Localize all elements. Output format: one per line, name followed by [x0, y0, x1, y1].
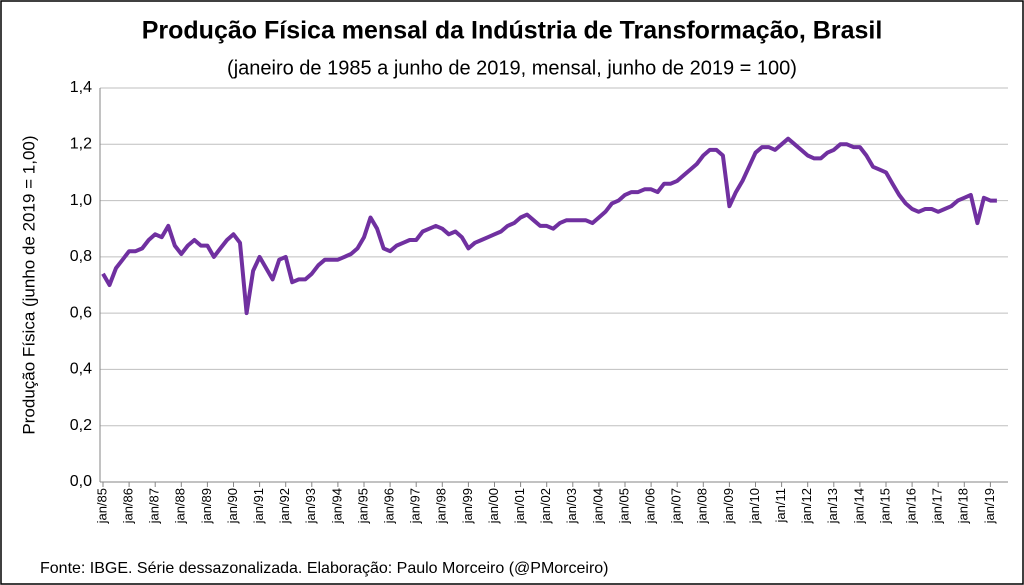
x-tick-label: jan/90: [225, 488, 240, 524]
x-tick-label: jan/12: [799, 488, 814, 524]
x-tick-label: jan/15: [877, 488, 892, 524]
x-tick-label: jan/06: [643, 488, 658, 524]
x-tick-label: jan/95: [355, 488, 370, 524]
x-tick-label: jan/89: [199, 488, 214, 524]
x-tick-label: jan/94: [329, 488, 344, 524]
x-tick-label: jan/92: [277, 488, 292, 524]
source-note: Fonte: IBGE. Série dessazonalizada. Elab…: [40, 560, 609, 577]
x-tick-label: jan/14: [851, 488, 866, 524]
y-tick-label: 1,2: [70, 136, 92, 153]
x-tick-label: jan/88: [173, 488, 188, 524]
x-tick-label: jan/87: [147, 488, 162, 524]
x-tick-label: jan/01: [512, 488, 527, 524]
x-tick-label: jan/07: [669, 488, 684, 524]
x-tick-label: jan/08: [695, 488, 710, 524]
x-tick-label: jan/05: [616, 488, 631, 524]
x-tick-label: jan/02: [538, 488, 553, 524]
y-tick-label: 0,8: [70, 248, 92, 265]
y-tick-label: 0,4: [70, 361, 92, 378]
x-tick-label: jan/93: [303, 488, 318, 524]
y-tick-label: 1,4: [70, 79, 92, 96]
x-tick-label: jan/17: [930, 488, 945, 524]
y-tick-label: 0,2: [70, 417, 92, 434]
x-tick-label: jan/04: [590, 488, 605, 524]
chart-title: Produção Física mensal da Indústria de T…: [142, 17, 883, 45]
x-tick-label: jan/98: [434, 488, 449, 524]
x-tick-label: jan/10: [747, 488, 762, 524]
x-tick-label: jan/09: [721, 488, 736, 524]
y-axis-label: Produção Física (junho de 2019 = 1,00): [19, 135, 38, 434]
x-tick-label: jan/99: [460, 488, 475, 524]
x-tick-label: jan/97: [408, 488, 423, 524]
x-tick-label: jan/96: [382, 488, 397, 524]
y-tick-label: 0,0: [70, 473, 92, 490]
x-tick-label: jan/86: [121, 488, 136, 524]
x-tick-label: jan/16: [904, 488, 919, 524]
x-tick-label: jan/00: [486, 488, 501, 524]
x-tick-label: jan/85: [94, 488, 109, 524]
x-tick-label: jan/18: [956, 488, 971, 524]
x-tick-label: jan/91: [251, 488, 266, 524]
y-tick-label: 1,0: [70, 192, 92, 209]
chart-subtitle: (janeiro de 1985 a junho de 2019, mensal…: [227, 57, 797, 79]
x-tick-label: jan/13: [825, 488, 840, 524]
data-line: [101, 136, 997, 316]
x-tick-label: jan/11: [773, 488, 788, 523]
x-tick-label: jan/19: [982, 488, 997, 524]
x-tick-label: jan/03: [564, 488, 579, 524]
y-tick-label: 0,6: [70, 304, 92, 321]
